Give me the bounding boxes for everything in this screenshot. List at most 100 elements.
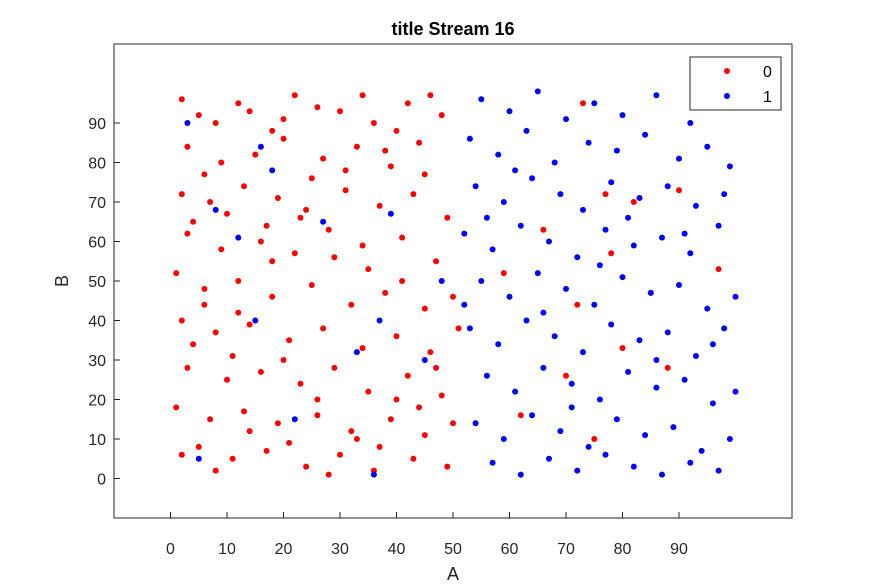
point-series-1 [370, 471, 377, 478]
point-series-0 [500, 270, 507, 277]
point-series-1 [529, 412, 536, 419]
point-series-1 [568, 404, 575, 411]
point-series-0 [591, 436, 598, 442]
point-series-1 [540, 364, 547, 371]
point-series-0 [387, 416, 394, 423]
point-series-0 [235, 278, 242, 284]
point-series-0 [450, 293, 456, 300]
point-series-1 [591, 301, 598, 308]
legend: 0 1 [689, 56, 782, 111]
point-series-0 [257, 368, 264, 375]
point-series-0 [359, 242, 366, 249]
point-series-1 [659, 234, 665, 241]
point-series-1 [534, 88, 541, 95]
point-series-0 [280, 357, 287, 363]
point-series-1 [619, 274, 626, 281]
y-axis-label: B [52, 275, 72, 287]
point-series-1 [692, 353, 699, 359]
point-series-0 [320, 325, 327, 332]
point-series-0 [410, 455, 417, 462]
point-series-1 [506, 108, 513, 115]
point-series-0 [421, 432, 428, 439]
point-series-0 [574, 301, 581, 308]
point-series-0 [353, 436, 360, 442]
point-series-0 [291, 250, 298, 257]
point-series-0 [246, 428, 253, 435]
point-series-0 [184, 143, 191, 150]
point-series-0 [320, 155, 327, 162]
point-series-1 [676, 155, 682, 162]
point-series-1 [523, 127, 530, 134]
legend-marker-1 [724, 93, 730, 99]
point-series-0 [257, 238, 264, 245]
point-series-1 [472, 420, 479, 427]
point-series-0 [224, 210, 230, 217]
point-series-0 [438, 112, 445, 119]
point-series-1 [472, 183, 479, 190]
point-series-1 [608, 321, 615, 328]
point-series-0 [286, 337, 293, 344]
point-series-0 [393, 396, 400, 403]
point-series-0 [303, 463, 310, 470]
x-tick-label: 80 [614, 541, 632, 558]
point-series-0 [433, 258, 440, 265]
point-series-0 [676, 187, 682, 194]
point-series-1 [704, 143, 711, 150]
y-tick-label: 50 [88, 274, 106, 291]
point-series-1 [495, 151, 502, 158]
point-series-1 [291, 416, 298, 423]
point-series-0 [416, 139, 423, 146]
point-series-1 [506, 293, 513, 300]
x-tick-label: 0 [166, 541, 175, 558]
point-series-0 [212, 120, 219, 126]
point-series-0 [664, 364, 671, 371]
y-tick-label: 30 [88, 353, 106, 370]
legend-label-1: 1 [763, 89, 772, 106]
point-series-0 [274, 195, 281, 201]
point-series-1 [421, 357, 428, 363]
point-series-0 [382, 289, 389, 296]
point-series-0 [190, 218, 197, 225]
point-series-1 [585, 443, 592, 450]
point-series-0 [212, 329, 219, 336]
point-series-0 [235, 100, 242, 107]
point-series-1 [517, 471, 524, 478]
point-series-0 [325, 471, 332, 478]
point-series-0 [421, 171, 428, 178]
point-series-1 [709, 341, 716, 348]
point-series-0 [201, 301, 208, 308]
point-series-1 [591, 100, 598, 107]
point-series-1 [681, 230, 688, 237]
point-series-1 [732, 388, 739, 395]
point-series-0 [348, 428, 355, 435]
point-series-1 [687, 120, 694, 126]
point-series-1 [608, 179, 615, 186]
point-series-0 [190, 341, 197, 348]
point-series-0 [178, 96, 185, 103]
point-series-0 [399, 234, 406, 241]
point-series-0 [619, 345, 626, 352]
point-series-1 [619, 112, 626, 119]
point-series-1 [647, 289, 654, 296]
point-series-1 [574, 467, 581, 474]
point-series-0 [314, 396, 321, 403]
point-series-0 [218, 159, 225, 166]
point-series-0 [444, 463, 451, 470]
point-series-0 [438, 392, 445, 399]
point-series-1 [489, 459, 496, 466]
point-series-1 [630, 463, 637, 470]
point-series-1 [715, 222, 722, 229]
point-series-1 [540, 309, 547, 316]
y-tick-label: 10 [88, 432, 106, 449]
point-series-0 [173, 404, 180, 411]
point-series-1 [721, 325, 728, 332]
point-series-1 [721, 191, 728, 198]
point-series-1 [376, 317, 383, 324]
point-series-0 [269, 127, 276, 134]
point-series-1 [630, 242, 637, 249]
point-series-0 [195, 443, 202, 450]
point-series-1 [704, 305, 711, 312]
point-series-1 [557, 428, 564, 435]
point-series-0 [450, 420, 456, 427]
point-series-1 [235, 234, 242, 241]
